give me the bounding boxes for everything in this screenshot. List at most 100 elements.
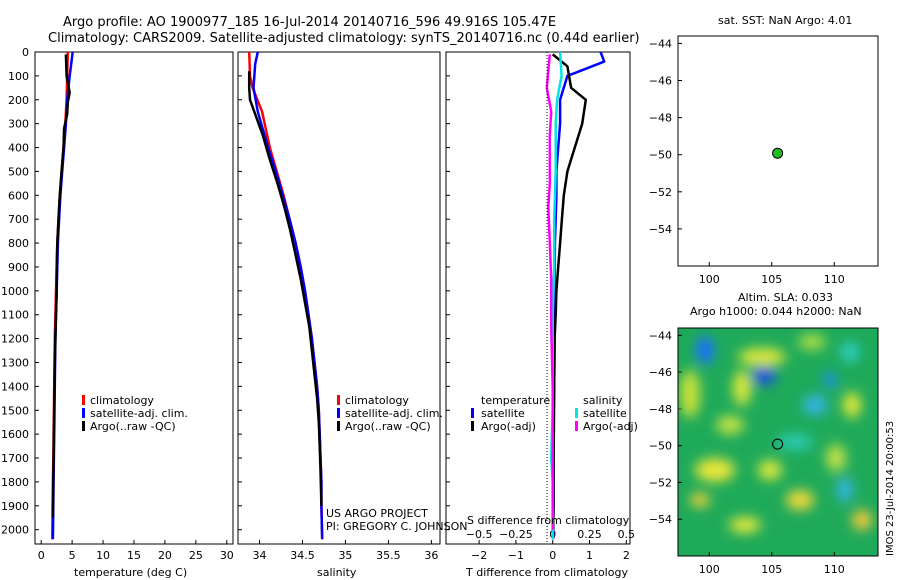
depth-tick-label: 1800 xyxy=(1,476,29,489)
map-y-tick-label: −50 xyxy=(649,149,672,162)
sla-blob xyxy=(837,478,853,502)
sst-map-title: sat. SST: NaN Argo: 4.01 xyxy=(718,14,852,27)
series-line xyxy=(551,53,588,530)
legend-label-satellite: satellite-adj. clim. xyxy=(345,407,443,420)
legend-label-satellite: satellite-adj. clim. xyxy=(90,407,188,420)
legend-swatch-temp-satellite xyxy=(471,408,474,418)
float-position-marker xyxy=(772,147,784,159)
title-line-2: Climatology: CARS2009. Satellite-adjuste… xyxy=(48,31,640,46)
x-tick-label: 0 xyxy=(38,549,45,562)
x-tick-label: 25 xyxy=(189,549,203,562)
map-x-tick-label: 105 xyxy=(761,273,782,286)
salinity-axes xyxy=(237,51,441,545)
sla-blob xyxy=(777,434,813,450)
x-tick-label: −1 xyxy=(508,549,524,562)
depth-tick-label: 1500 xyxy=(1,404,29,417)
map-y-tick-label: −48 xyxy=(649,112,672,125)
float-position-marker-sla xyxy=(772,438,784,450)
salinity-legend: climatology satellite-adj. clim. Argo(..… xyxy=(337,394,443,433)
depth-tick-label: 1700 xyxy=(1,452,29,465)
temperature-series xyxy=(51,52,74,540)
sla-blob xyxy=(826,444,846,472)
x-tick-label: 1 xyxy=(586,549,593,562)
legend-swatch-satellite xyxy=(337,408,340,418)
sla-blob xyxy=(852,510,872,530)
difference-ticks: −2 −1 0 1 2−0.5 −0.25 0 0.25 0.5 xyxy=(466,528,635,562)
sla-blob xyxy=(798,334,826,350)
x-tick-label: 2 xyxy=(623,549,630,562)
legend-swatch-climatology xyxy=(82,395,85,405)
difference-series xyxy=(545,52,606,540)
map-y-tick-label: −52 xyxy=(649,186,672,199)
legend-label-sal-argo: Argo(-adj) xyxy=(583,420,638,433)
sla-blob xyxy=(752,367,776,385)
credit-line-2: PI: GREGORY C. JOHNSON xyxy=(326,520,467,533)
legend-title-temperature: temperature xyxy=(481,394,550,407)
map-y-tick-label: −54 xyxy=(649,223,672,236)
series-line xyxy=(551,52,606,540)
map-y-tick-label: −54 xyxy=(649,513,672,526)
sla-blob xyxy=(738,348,786,366)
sla-map-title-2: Argo h1000: 0.044 h2000: NaN xyxy=(690,305,862,318)
sla-blob xyxy=(716,416,744,434)
legend-label-climatology: climatology xyxy=(90,394,154,407)
legend-label-sal-satellite: satellite xyxy=(583,407,627,420)
sla-blob xyxy=(733,370,751,406)
sla-blob xyxy=(758,460,782,480)
depth-tick-label: 1200 xyxy=(1,333,29,346)
sla-map-frame xyxy=(677,327,879,557)
sla-blob xyxy=(690,493,710,507)
s-tick-label: 0.5 xyxy=(618,528,636,541)
x-tick-label: 30 xyxy=(220,549,234,562)
legend-swatch-argo xyxy=(337,421,340,431)
legend-swatch-satellite xyxy=(82,408,85,418)
sla-side-label: IMOS 23-Jul-2014 20:00:53 xyxy=(885,421,896,556)
depth-tick-label: 400 xyxy=(8,142,29,155)
temperature-xlabel: temperature (deg C) xyxy=(74,566,187,579)
temperature-legend: climatology satellite-adj. clim. Argo(..… xyxy=(82,394,188,433)
salinity-ticks: 34 34.5 35 35.5 36 xyxy=(252,540,438,562)
salinity-series xyxy=(247,52,324,540)
legend-swatch-sal-argo xyxy=(575,421,578,431)
legend-title-salinity: salinity xyxy=(583,394,623,407)
depth-tick-label: 1400 xyxy=(1,380,29,393)
depth-tick-label: 800 xyxy=(8,237,29,250)
map-y-tick-label: −46 xyxy=(649,366,672,379)
depth-tick-label: 1100 xyxy=(1,309,29,322)
map-x-tick-label: 100 xyxy=(699,273,720,286)
difference-legend: temperature salinity satellite Argo(-adj… xyxy=(471,394,638,433)
x-tick-label: 20 xyxy=(158,549,172,562)
depth-tick-label: 300 xyxy=(8,118,29,131)
depth-axis-ticks: 0 100 200 300 400 500 600 700 800 900 1000 1100 1200… xyxy=(1,46,450,537)
sla-map-ticks: 100 105 110 −44 −46 −48 −50 −52 −54 xyxy=(649,329,845,576)
map-x-tick-label: 105 xyxy=(761,563,782,576)
x-tick-label: 0 xyxy=(549,549,556,562)
legend-label-argo: Argo(..raw -QC) xyxy=(345,420,431,433)
sst-map-ticks: 100 105 110 −44 −46 −48 −50 −52 −54 xyxy=(649,37,845,286)
x-tick-label: −2 xyxy=(471,549,487,562)
sla-map-title-1: Altim. SLA: 0.033 xyxy=(738,291,833,304)
depth-tick-label: 1000 xyxy=(1,285,29,298)
map-y-tick-label: −44 xyxy=(649,329,672,342)
x-tick-label: 34 xyxy=(252,549,266,562)
sst-map-axes xyxy=(677,35,879,267)
difference-xlabel: T difference from climatology xyxy=(465,566,628,579)
depth-tick-label: 100 xyxy=(8,70,29,83)
temperature-ticks: 0 5 10 15 20 25 30 xyxy=(38,540,234,562)
sla-blob xyxy=(824,372,836,388)
map-y-tick-label: −44 xyxy=(649,37,672,50)
x-tick-label: 5 xyxy=(69,549,76,562)
x-tick-label: 35 xyxy=(338,549,352,562)
map-y-tick-label: −52 xyxy=(649,476,672,489)
x-tick-label: 34.5 xyxy=(290,549,315,562)
depth-tick-label: 2000 xyxy=(1,524,29,537)
x-tick-label: 15 xyxy=(127,549,141,562)
series-line xyxy=(247,71,323,506)
legend-swatch-temp-argo xyxy=(471,421,474,431)
depth-tick-label: 0 xyxy=(22,46,29,59)
depth-tick-label: 700 xyxy=(8,213,29,226)
legend-label-temp-argo: Argo(-adj) xyxy=(481,420,536,433)
x-tick-label: 35.5 xyxy=(376,549,401,562)
sla-blob xyxy=(680,370,700,418)
